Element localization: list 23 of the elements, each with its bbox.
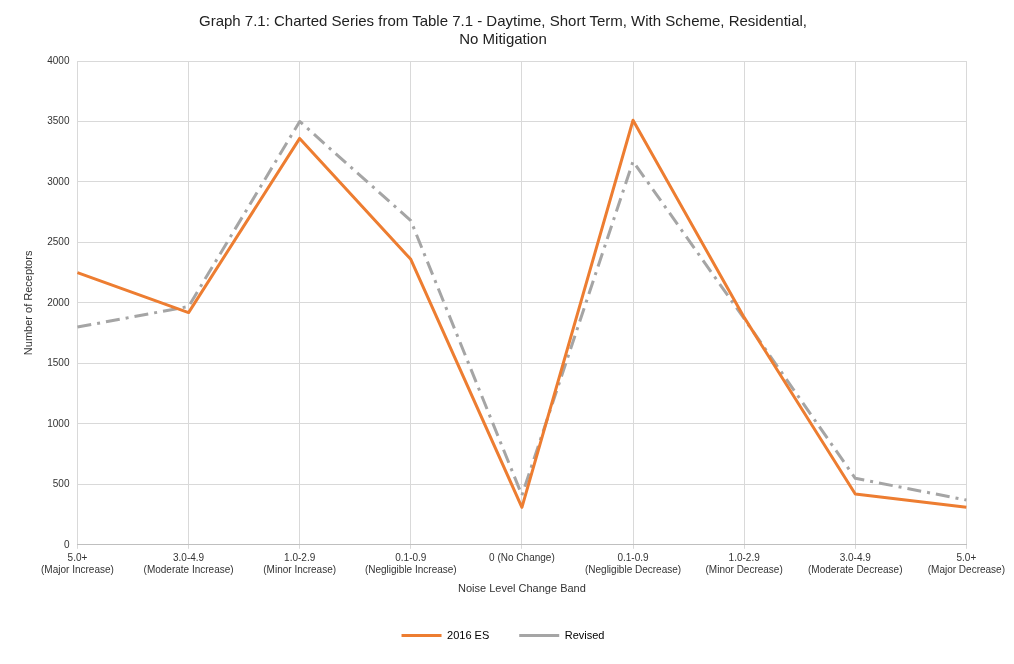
- x-tick-label: 5.0+ (Major Decrease): [927, 551, 1005, 575]
- chart-title: Graph 7.1: Charted Series from Table 7.1 - Daytime, Short Term, With Scheme, Residential, No Mitigation: [198, 12, 808, 48]
- y-tick-label: 4000: [47, 54, 70, 66]
- x-tick-label: 0 (No Change): [489, 551, 555, 563]
- y-tick-label: 500: [52, 478, 70, 490]
- x-tick-label: 3.0-4.9 (Moderate Decrease): [808, 551, 903, 575]
- x-tick-label: 1.0-2.9 (Minor Decrease): [705, 551, 783, 575]
- x-axis-title: Noise Level Change Band: [458, 582, 586, 595]
- y-tick-label: 1500: [47, 357, 70, 369]
- y-tick-label: 2000: [47, 296, 70, 308]
- legend-label: 2016 ES: [447, 628, 490, 641]
- x-tick-label: 0.1-0.9 (Negligible Decrease): [584, 551, 682, 575]
- y-tick-label: 2500: [47, 236, 70, 248]
- x-tick-label: 1.0-2.9 (Minor Increase): [263, 551, 337, 575]
- y-tick-label: 0: [63, 538, 70, 550]
- y-tick-label: 3000: [47, 175, 70, 187]
- y-tick-label: 3500: [47, 115, 70, 127]
- y-axis-title: Number of Receptors: [21, 250, 34, 356]
- x-tick-label: 3.0-4.9 (Moderate Increase): [143, 551, 234, 575]
- x-tick-label: 0.1-0.9 (Negligible Increase): [364, 551, 457, 575]
- x-tick-label: 5.0+ (Major Increase): [41, 551, 114, 575]
- legend-label: Revised: [564, 628, 605, 641]
- y-tick-label: 1000: [47, 417, 70, 429]
